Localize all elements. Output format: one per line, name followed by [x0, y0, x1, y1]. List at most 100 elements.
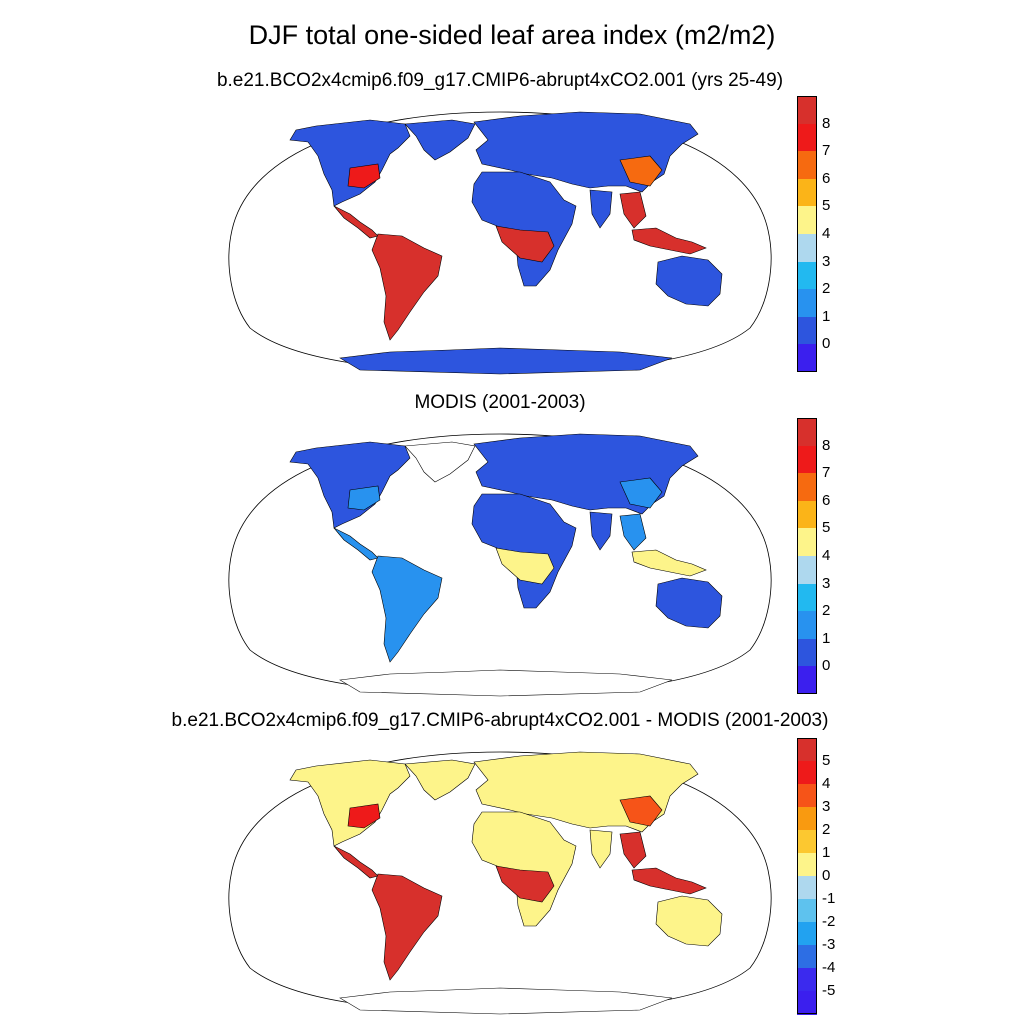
colorbar-tick-label: 7	[822, 142, 831, 160]
region-australia	[655, 577, 723, 629]
figure-title: DJF total one-sided leaf area index (m2/…	[248, 20, 776, 50]
panel-3-colorbar	[797, 738, 817, 1015]
region-antarctica	[339, 347, 673, 375]
region-australia	[655, 895, 723, 947]
colorbar-tick-label: 5	[822, 519, 831, 537]
region-india	[589, 511, 613, 551]
colorbar-swatch	[797, 830, 817, 854]
region-africa-tropics	[495, 225, 555, 263]
colorbar-swatch	[797, 738, 817, 762]
colorbar-swatch	[797, 151, 817, 180]
colorbar-swatch	[797, 611, 817, 640]
region-africa-tropics	[495, 547, 555, 585]
colorbar-swatch	[797, 876, 817, 900]
region-maritime	[631, 227, 707, 255]
panel-2-colorbar	[797, 418, 817, 695]
region-se-asia	[619, 831, 647, 869]
colorbar-swatch	[797, 206, 817, 235]
colorbar-tick-label: 2	[822, 602, 831, 620]
region-se-asia	[619, 191, 647, 229]
region-maritime	[631, 867, 707, 895]
colorbar-swatch	[797, 528, 817, 557]
colorbar-tick-label: 5	[822, 752, 831, 769]
colorbar-swatch	[797, 638, 817, 667]
region-africa	[471, 171, 577, 287]
colorbar-tick-label: 0	[822, 335, 831, 353]
colorbar-swatch	[797, 666, 817, 695]
colorbar-tick-label: 0	[822, 867, 831, 884]
colorbar-tick-label: 1	[822, 307, 831, 325]
region-india	[589, 189, 613, 229]
colorbar-tick-label: 2	[822, 821, 831, 838]
colorbar-swatch	[797, 123, 817, 152]
colorbar-swatch	[797, 418, 817, 447]
region-maritime	[631, 549, 707, 577]
region-se-asia	[619, 513, 647, 551]
colorbar-tick-label: 8	[822, 436, 831, 454]
colorbar-swatch	[797, 261, 817, 290]
colorbar-tick-label: 8	[822, 114, 831, 132]
colorbar-tick-label: 3	[822, 798, 831, 815]
colorbar-tick-label: 4	[822, 225, 831, 242]
colorbar-swatch	[797, 344, 817, 373]
colorbar-swatch	[797, 853, 817, 877]
colorbar-tick-label: 0	[822, 657, 831, 675]
colorbar-tick-label: 6	[822, 169, 831, 187]
region-na-east-forest	[347, 485, 381, 511]
panel-1-subtitle: b.e21.BCO2x4cmip6.f09_g17.CMIP6-abrupt4x…	[216, 70, 784, 91]
region-south-america	[371, 555, 443, 663]
colorbar-swatch	[797, 899, 817, 923]
colorbar-tick-label: -5	[822, 982, 836, 999]
colorbar-tick-label: 7	[822, 464, 831, 482]
colorbar-swatch	[797, 473, 817, 502]
region-na-east-forest	[347, 803, 381, 829]
colorbar-swatch	[797, 761, 817, 785]
colorbar-swatch	[797, 445, 817, 474]
panel-1-colorbar	[797, 96, 817, 373]
region-na-east-forest	[347, 163, 381, 189]
panel-1-map	[228, 111, 772, 375]
colorbar-swatch	[797, 807, 817, 831]
colorbar-swatch	[797, 784, 817, 808]
region-north-america	[289, 119, 411, 207]
colorbar-tick-label: -2	[822, 913, 836, 930]
colorbar-tick-label: 3	[822, 252, 831, 270]
region-east-asia-forest	[619, 477, 663, 509]
colorbar-swatch	[797, 96, 817, 125]
panel-3-map	[228, 751, 772, 1015]
colorbar-tick-label: 4	[822, 547, 831, 564]
colorbar-swatch	[797, 991, 817, 1015]
region-antarctica	[339, 987, 673, 1015]
colorbar-tick-label: 6	[822, 491, 831, 509]
region-greenland	[404, 441, 476, 483]
colorbar-swatch	[797, 968, 817, 992]
colorbar-swatch	[797, 556, 817, 585]
region-north-america	[289, 759, 411, 847]
colorbar-tick-label: 2	[822, 280, 831, 298]
colorbar-tick-label: 3	[822, 574, 831, 592]
region-africa	[471, 493, 577, 609]
colorbar-swatch	[797, 289, 817, 318]
colorbar-tick-label: 4	[822, 775, 831, 792]
colorbar-swatch	[797, 234, 817, 263]
region-australia	[655, 255, 723, 307]
region-south-america	[371, 233, 443, 341]
colorbar-swatch	[797, 583, 817, 612]
region-south-america	[371, 873, 443, 981]
colorbar-tick-label: 1	[822, 629, 831, 647]
region-north-america	[289, 441, 411, 529]
colorbar-swatch	[797, 178, 817, 207]
region-east-asia-forest	[619, 795, 663, 827]
region-greenland	[404, 119, 476, 161]
panel-2-subtitle: MODIS (2001-2003)	[414, 392, 586, 413]
colorbar-tick-label: 5	[822, 197, 831, 215]
colorbar-tick-label: 1	[822, 844, 831, 861]
colorbar-swatch	[797, 316, 817, 345]
region-antarctica	[339, 669, 673, 697]
region-africa-tropics	[495, 865, 555, 903]
panel-3-subtitle: b.e21.BCO2x4cmip6.f09_g17.CMIP6-abrupt4x…	[171, 710, 829, 731]
colorbar-tick-label: -3	[822, 936, 836, 953]
colorbar-swatch	[797, 945, 817, 969]
region-east-asia-forest	[619, 155, 663, 187]
colorbar-swatch	[797, 500, 817, 529]
